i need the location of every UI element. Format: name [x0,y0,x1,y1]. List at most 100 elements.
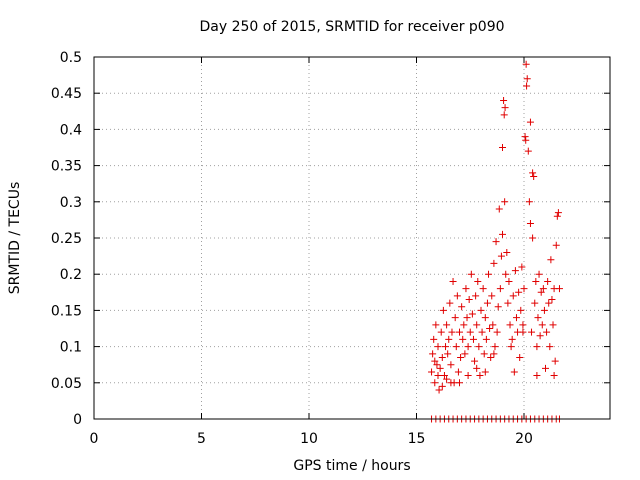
data-point [459,335,467,343]
data-point [443,321,451,329]
data-point [452,343,460,351]
data-point [499,230,506,238]
data-point [473,321,481,329]
data-point [458,303,466,311]
x-tick-label: 5 [197,431,206,447]
x-tick-label: 20 [515,431,533,447]
data-point [466,328,474,336]
data-point [487,353,495,361]
data-point [448,328,456,336]
data-point [481,314,489,322]
data-point [540,306,548,314]
data-point [472,292,480,300]
data-point [461,350,469,358]
y-tick-labels: 0 0.05 0.1 0.15 0.2 0.25 0.3 0.35 0.4 0.45 0.5 [51,50,82,428]
chart-title: Day 250 of 2015, SRMTID for receiver p09… [199,19,504,35]
data-point [511,267,519,275]
data-point [533,343,541,351]
data-point [443,375,451,383]
data-point [490,350,498,358]
y-tick-label: 0.05 [51,376,82,392]
data-point [431,357,439,365]
data-point [434,343,442,351]
data-point [523,82,531,90]
data-point [447,361,455,369]
x-tick-label: 15 [408,431,426,447]
y-tick-label: 0 [73,412,82,428]
data-point [553,212,561,220]
data-point [479,285,487,293]
data-point [510,368,518,376]
data-point [485,270,493,278]
data-point [523,75,531,83]
data-point [535,270,543,278]
data-point [524,147,532,155]
data-point [505,277,513,285]
data-point [519,321,527,329]
data-point [509,292,517,300]
data-point [526,220,534,228]
data-point [462,285,470,293]
data-point [508,335,516,343]
data-point [501,104,509,112]
data-point [542,364,549,372]
data-point [444,350,452,358]
data-point [445,335,453,343]
data-point [453,292,461,300]
data-point [529,169,537,177]
data-point [548,296,556,304]
y-tick-label: 0.2 [60,267,82,283]
data-point [517,306,525,314]
y-tick-label: 0.45 [51,86,82,102]
data-point [546,343,554,351]
data-point [482,335,490,343]
data-point [529,234,537,242]
data-point [506,321,514,329]
y-tick-label: 0.5 [60,50,82,66]
data-point [476,372,484,380]
data-point [463,314,471,322]
data-point [477,306,485,314]
data-point [544,277,552,285]
y-tick-label: 0.15 [51,303,82,319]
data-point [550,372,558,380]
data-point [457,353,465,361]
data-point [481,368,489,376]
data-point [543,328,551,336]
data-point [436,364,444,372]
data-point [545,299,553,307]
data-point [473,364,481,372]
data-point [429,350,437,358]
data-point [483,299,491,307]
data-point [435,386,443,394]
data-point [504,299,512,307]
x-tick-labels: 0 5 10 15 20 [90,431,533,447]
grid [94,57,610,419]
data-point [536,332,544,340]
data-point [528,328,536,336]
data-point [456,379,463,387]
data-point [518,263,526,271]
axis-ticks [93,56,610,420]
data-point [490,259,498,267]
data-point [486,325,494,332]
y-axis-label: SRMTID / TECUs [7,182,23,295]
data-point [521,133,529,141]
data-point [555,285,563,293]
data-point [501,198,509,206]
data-point [516,353,524,361]
data-point [554,209,562,217]
data-point [451,314,459,322]
data-point [549,321,557,329]
data-point [492,238,500,246]
data-point [533,372,541,380]
data-point [446,299,454,307]
data-point [491,343,499,351]
data-point [460,321,468,329]
data-point [440,372,448,380]
y-tick-label: 0.3 [60,195,82,211]
y-tick-label: 0.4 [60,122,82,138]
data-point [438,353,446,361]
data-point [438,382,446,390]
